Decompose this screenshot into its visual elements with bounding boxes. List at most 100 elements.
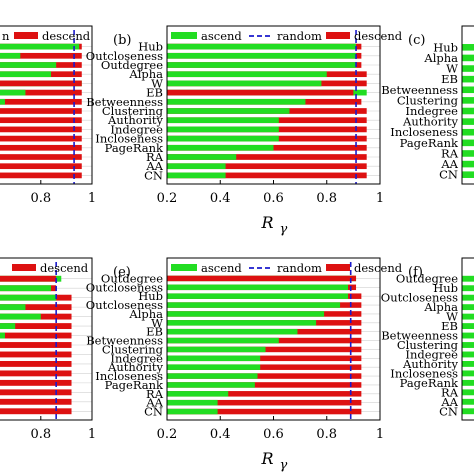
descend-bar (0, 389, 72, 396)
ascend-bar (462, 86, 474, 94)
category-label: PageRank (400, 136, 459, 150)
ascend-bar (167, 373, 258, 379)
ascend-bar (167, 144, 274, 151)
panel-label: (b) (113, 33, 131, 48)
category-label: Incloseness (390, 366, 458, 380)
category-label: Alpha (423, 300, 458, 314)
category-label: Outcloseness (86, 298, 163, 312)
ascend-bar (167, 399, 218, 406)
ascend-bar (167, 320, 317, 326)
ascend-bar (167, 364, 261, 370)
category-label: AA (145, 159, 163, 173)
x-axis-label-subscript: γ (280, 222, 288, 237)
ascend-bar (167, 382, 255, 388)
ascend-bar (167, 293, 349, 299)
ascend-bar (0, 323, 16, 330)
ascend-bar (167, 52, 357, 59)
ascend-bar (167, 346, 266, 353)
panel-a: 0.8 1 n descend (0, 25, 96, 206)
category-label: Outdegree (101, 271, 163, 285)
panel-label: (c) (408, 33, 425, 48)
category-label: RA (441, 146, 459, 160)
category-label: Outcloseness (381, 291, 458, 305)
descend-bar (0, 117, 82, 124)
descend-bar (0, 323, 72, 330)
ascend-bar (167, 98, 306, 105)
category-label: Betweenness (86, 334, 163, 348)
ascend-bar (167, 62, 357, 68)
axes-frame (461, 25, 474, 185)
descend-bar (0, 370, 72, 377)
category-label: Indegree (405, 104, 458, 118)
category-label: CN (144, 168, 163, 182)
ascend-bar (0, 294, 57, 301)
panel-f: OutdegreeHubOutclosenessAlphaWEBBetweenn… (381, 257, 474, 421)
category-label: Authority (402, 357, 458, 371)
ascend-bar (167, 302, 341, 308)
x-axis-label-subscript: γ (280, 458, 288, 473)
ascend-bar (0, 98, 5, 105)
legend-descend-swatch (14, 32, 38, 39)
category-label: CN (439, 168, 458, 182)
ascend-bar (462, 304, 474, 311)
ascend-bar (167, 284, 349, 291)
legend-descend-label: descend (42, 29, 91, 43)
ascend-bar (462, 351, 474, 358)
x-tick-label: 0.4 (210, 191, 231, 206)
x-axis-label: R (260, 449, 273, 468)
ascend-bar (462, 398, 474, 405)
ascend-bar (462, 118, 474, 125)
descend-bar (167, 408, 362, 415)
ascend-bar (462, 139, 474, 147)
ascend-bar (462, 323, 474, 330)
category-label: W (446, 310, 458, 324)
category-label: Betweenness (381, 329, 458, 343)
category-label: Indegree (405, 347, 458, 361)
ascend-bar (0, 89, 26, 96)
category-label: Outcloseness (86, 49, 163, 63)
x-tick-label: 0.8 (30, 191, 51, 206)
legend-descend-swatch (12, 264, 36, 271)
descend-bar (167, 373, 362, 379)
legend-random-label: random (277, 261, 322, 275)
category-label: Clustering (397, 93, 459, 107)
axes-frame (166, 25, 381, 185)
category-label: RA (441, 385, 459, 399)
category-label: W (151, 76, 163, 90)
ascend-bar (462, 107, 474, 115)
descend-bar (167, 89, 354, 96)
ascend-bar (462, 294, 474, 301)
panel-e: OutdegreeOutclosenessHubOutclosenessAlph… (86, 257, 403, 473)
category-label: Betweenness (86, 95, 163, 109)
category-label: PageRank (105, 378, 164, 392)
panel-label: (e) (113, 265, 131, 280)
legend-random-label: random (277, 29, 322, 43)
x-axis-label: R (260, 213, 273, 232)
category-label: Incloseness (95, 132, 163, 146)
x-tick-label: 0.2 (157, 191, 178, 206)
ascend-bar (167, 135, 279, 142)
ascend-bar (462, 285, 474, 292)
legend-ascend-label: ascend (201, 29, 242, 43)
descend-bar (0, 98, 82, 105)
category-label: PageRank (105, 141, 164, 155)
ascend-bar (462, 75, 474, 83)
category-label: EB (146, 325, 163, 339)
ascend-bar (462, 342, 474, 348)
x-tick-label: 0.6 (263, 191, 284, 206)
legend-descend-label: descend (354, 261, 403, 275)
ascend-bar (167, 328, 298, 335)
category-label: AA (145, 396, 163, 410)
ascend-bar (462, 360, 474, 367)
legend: n descend (2, 29, 91, 43)
x-tick-label: 1 (88, 191, 96, 206)
x-tick-label: 0.8 (316, 427, 337, 442)
category-label: Outdegree (396, 272, 458, 286)
panel-b: HubOutclosenessOutdegreeAlphaWEBBetweenn… (86, 25, 403, 237)
ascend-bar (0, 43, 80, 50)
ascend-bar (0, 62, 57, 68)
x-tick-label: 0.4 (210, 427, 231, 442)
legend-ascend-swatch (171, 32, 197, 39)
descend-bar (167, 163, 367, 170)
descend-bar (0, 398, 72, 405)
